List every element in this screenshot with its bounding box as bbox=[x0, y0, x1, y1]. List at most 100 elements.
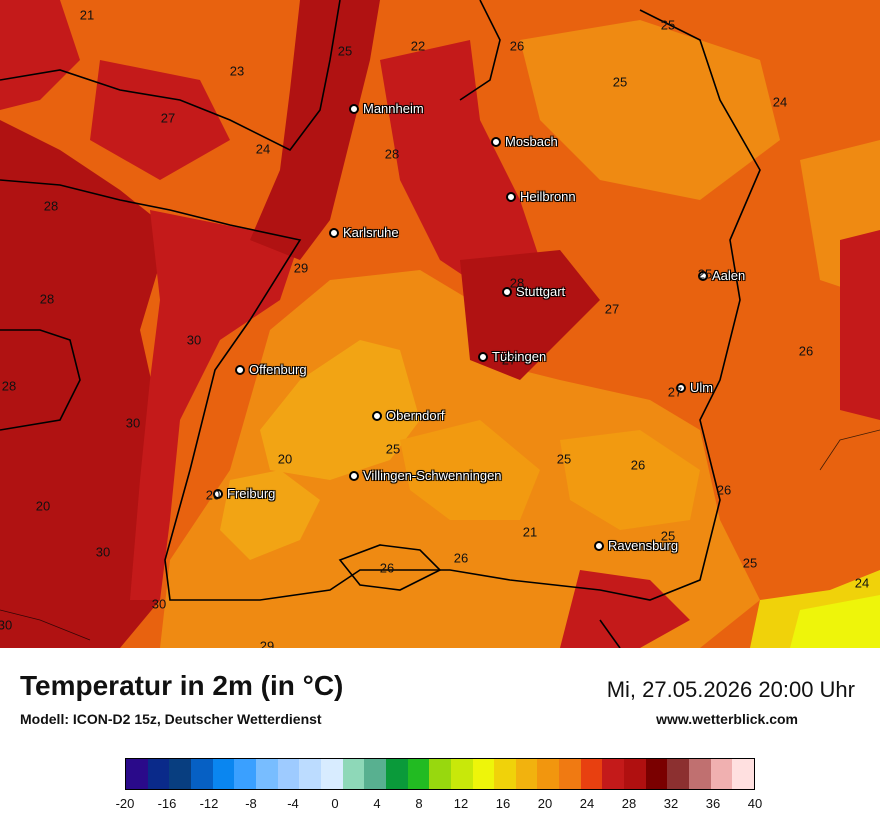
legend-swatch bbox=[537, 759, 560, 789]
city-dot[interactable] bbox=[676, 383, 686, 393]
city-dot[interactable] bbox=[478, 352, 488, 362]
legend-tick-label: 36 bbox=[705, 796, 721, 811]
temperature-value: 26 bbox=[630, 457, 646, 473]
legend-tick-label: 0 bbox=[331, 796, 339, 811]
model-source: Modell: ICON-D2 15z, Deutscher Wetterdie… bbox=[20, 711, 322, 727]
temperature-value: 25 bbox=[337, 43, 353, 59]
legend-swatch bbox=[277, 759, 300, 789]
temperature-value: 20 bbox=[277, 451, 293, 467]
temperature-value: 26 bbox=[453, 550, 469, 566]
legend-swatch bbox=[429, 759, 451, 789]
legend-swatch bbox=[472, 759, 495, 789]
city-dot[interactable] bbox=[594, 541, 604, 551]
legend-swatch bbox=[602, 759, 625, 789]
temperature-value: 28 bbox=[39, 291, 55, 307]
forecast-datetime: Mi, 27.05.2026 20:00 Uhr bbox=[606, 677, 855, 702]
legend-tick-label: -4 bbox=[287, 796, 299, 811]
website-link[interactable]: www.wetterblick.com bbox=[656, 711, 798, 727]
temperature-value: 30 bbox=[151, 596, 167, 612]
temperature-value: 25 bbox=[556, 451, 572, 467]
temperature-value: 27 bbox=[667, 384, 683, 400]
temperature-value: 26 bbox=[798, 343, 814, 359]
city-dot[interactable] bbox=[491, 137, 501, 147]
legend-tick-label: 4 bbox=[373, 796, 381, 811]
temperature-value: 30 bbox=[186, 332, 202, 348]
city-label: Ulm bbox=[690, 380, 714, 395]
temperature-value: 30 bbox=[125, 415, 141, 431]
legend-swatch bbox=[559, 759, 581, 789]
legend-tick-label: 32 bbox=[663, 796, 679, 811]
legend-swatch bbox=[190, 759, 213, 789]
temperature-value: 27 bbox=[604, 301, 620, 317]
legend-swatch bbox=[515, 759, 538, 789]
temperature-value: 25 bbox=[660, 17, 676, 33]
temperature-value: 28 bbox=[1, 378, 17, 394]
city-dot[interactable] bbox=[213, 489, 223, 499]
legend-swatch bbox=[364, 759, 386, 789]
city-label: Stuttgart bbox=[516, 284, 566, 299]
city-label: Ravensburg bbox=[608, 538, 679, 553]
legend-swatch bbox=[580, 759, 603, 789]
temperature-value: 25 bbox=[742, 555, 758, 571]
legend-tick-label: -20 bbox=[115, 796, 135, 811]
legend-swatch bbox=[342, 759, 365, 789]
legend-tick-label: 28 bbox=[621, 796, 637, 811]
city-dot[interactable] bbox=[349, 104, 359, 114]
legend-swatch bbox=[645, 759, 668, 789]
legend-tick-label: -16 bbox=[157, 796, 177, 811]
legend-tick-label: 8 bbox=[415, 796, 423, 811]
temperature-value: 25 bbox=[660, 528, 676, 544]
legend-tick-label: 16 bbox=[495, 796, 511, 811]
city-dot[interactable] bbox=[349, 471, 359, 481]
legend-swatch bbox=[710, 759, 733, 789]
temperature-value: 28 bbox=[509, 275, 525, 291]
temperature-map[interactable]: Mannheim Mosbach Heilbronn Karlsruhe Stuttga… bbox=[0, 0, 880, 648]
legend-tick-label: 12 bbox=[453, 796, 469, 811]
temperature-value: 28 bbox=[384, 146, 400, 162]
legend-swatch bbox=[255, 759, 278, 789]
temperature-value: 21 bbox=[522, 524, 538, 540]
city-label: Mannheim bbox=[363, 101, 424, 116]
city-label: Karlsruhe bbox=[343, 225, 399, 240]
city-label: Villingen-Schwenningen bbox=[363, 468, 502, 483]
temperature-value: 25 bbox=[385, 441, 401, 457]
legend-swatch bbox=[234, 759, 256, 789]
legend-swatch bbox=[494, 759, 516, 789]
temperature-value: 20 bbox=[35, 498, 51, 514]
city-label: Oberndorf bbox=[386, 408, 445, 423]
city-label: Freiburg bbox=[227, 486, 276, 501]
temperature-value: 28 bbox=[43, 198, 59, 214]
legend-swatch bbox=[732, 759, 755, 789]
map-title: Temperatur in 2m (in °C) bbox=[20, 670, 344, 701]
legend-swatch bbox=[169, 759, 191, 789]
temperature-value: 30 bbox=[95, 544, 111, 560]
temperature-value: 27 bbox=[501, 352, 517, 368]
city-dot[interactable] bbox=[235, 365, 245, 375]
temperature-value: 25 bbox=[697, 266, 713, 282]
legend-swatch bbox=[385, 759, 408, 789]
city-dot[interactable] bbox=[506, 192, 516, 202]
city-dot[interactable] bbox=[372, 411, 382, 421]
temperature-value: 24 bbox=[854, 575, 870, 591]
city-dot[interactable] bbox=[502, 287, 512, 297]
temperature-value: 20 bbox=[205, 487, 221, 503]
city-label: Mosbach bbox=[505, 134, 558, 149]
legend-swatch bbox=[450, 759, 473, 789]
temperature-value: 27 bbox=[160, 110, 176, 126]
legend-swatch bbox=[407, 759, 430, 789]
city-label: Heilbronn bbox=[520, 189, 576, 204]
legend-swatch bbox=[126, 759, 148, 789]
city-label: Offenburg bbox=[249, 362, 307, 377]
temperature-value: 24 bbox=[255, 141, 271, 157]
legend-tick-label: 20 bbox=[537, 796, 553, 811]
legend-swatch bbox=[212, 759, 235, 789]
city-dot[interactable] bbox=[329, 228, 339, 238]
legend-swatch bbox=[667, 759, 690, 789]
temperature-value: 25 bbox=[612, 74, 628, 90]
legend-swatch bbox=[689, 759, 711, 789]
legend-tick-label: 24 bbox=[579, 796, 595, 811]
temperature-value: 30 bbox=[0, 617, 13, 633]
legend-tick-label: -12 bbox=[199, 796, 219, 811]
temperature-value: 26 bbox=[509, 38, 525, 54]
city-dot[interactable] bbox=[698, 271, 708, 281]
